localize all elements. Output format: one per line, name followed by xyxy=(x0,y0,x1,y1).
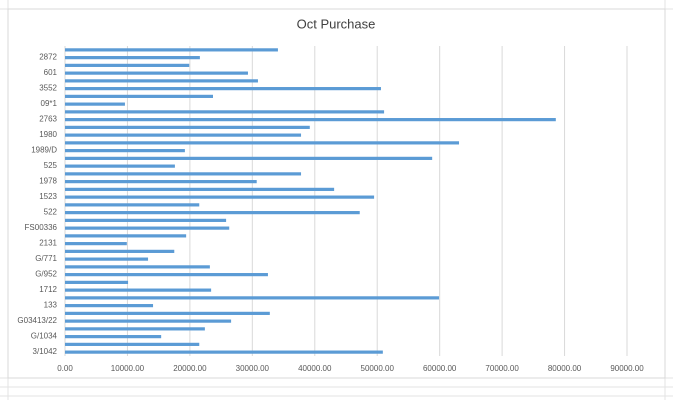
x-tick-label: 20000.00 xyxy=(173,364,207,373)
bar xyxy=(65,164,175,168)
bar xyxy=(65,335,162,339)
y-tick-label: G/1034 xyxy=(31,332,58,341)
bar xyxy=(65,187,335,191)
bar xyxy=(65,102,125,106)
bar xyxy=(65,63,190,67)
bar xyxy=(65,94,213,98)
y-tick-label: 133 xyxy=(44,301,58,310)
y-tick-label: 2131 xyxy=(39,239,57,248)
bar xyxy=(65,265,210,269)
y-tick-label: G/771 xyxy=(35,254,57,263)
bar xyxy=(65,234,187,238)
bar xyxy=(65,211,360,215)
x-tick-label: 0.00 xyxy=(57,364,73,373)
bar xyxy=(65,288,212,292)
bar xyxy=(65,319,232,323)
bar xyxy=(65,56,200,60)
x-tick-label: 90000.00 xyxy=(610,364,644,373)
x-tick-label: 30000.00 xyxy=(236,364,270,373)
bar xyxy=(65,257,149,261)
bar xyxy=(65,296,440,300)
y-tick-label: 1980 xyxy=(39,130,57,139)
y-tick-label: FS00336 xyxy=(25,223,58,232)
bar xyxy=(65,156,433,160)
x-tick-label: 50000.00 xyxy=(361,364,395,373)
bar xyxy=(65,79,258,83)
bar xyxy=(65,149,185,153)
y-tick-label: 2872 xyxy=(39,53,57,62)
x-tick-label: 10000.00 xyxy=(111,364,145,373)
y-tick-label: 1978 xyxy=(39,177,57,186)
bar xyxy=(65,110,385,114)
y-tick-label: G/952 xyxy=(35,270,57,279)
bar xyxy=(65,71,248,75)
bar xyxy=(65,218,227,222)
x-tick-label: 40000.00 xyxy=(298,364,332,373)
y-tick-label: 2763 xyxy=(39,115,57,124)
chart-title: Oct Purchase xyxy=(297,16,376,31)
bar xyxy=(65,280,129,284)
y-tick-label: 1712 xyxy=(39,285,57,294)
x-tick-label: 80000.00 xyxy=(548,364,582,373)
y-tick-label: 525 xyxy=(44,161,58,170)
bar xyxy=(65,180,257,184)
y-tick-label: 09*1 xyxy=(41,99,58,108)
bar xyxy=(65,226,230,230)
y-tick-label: 1989/D xyxy=(31,146,57,155)
chart-area xyxy=(7,8,666,379)
bar xyxy=(65,87,381,91)
bar xyxy=(65,327,205,331)
y-tick-label: 3/1042 xyxy=(33,347,58,356)
bar xyxy=(65,118,556,122)
bar xyxy=(65,141,460,145)
x-tick-label: 70000.00 xyxy=(485,364,519,373)
bar xyxy=(65,249,175,253)
bar xyxy=(65,48,278,52)
y-tick-label: 522 xyxy=(44,208,58,217)
y-tick-label: 601 xyxy=(44,68,58,77)
x-tick-label: 60000.00 xyxy=(423,364,457,373)
bar xyxy=(65,195,375,199)
y-tick-label: G03413/22 xyxy=(17,316,57,325)
bar xyxy=(65,133,302,137)
bar xyxy=(65,172,302,176)
bar xyxy=(65,203,200,207)
bar xyxy=(65,342,200,346)
bar xyxy=(65,311,270,315)
y-tick-label: 1523 xyxy=(39,192,57,201)
bar xyxy=(65,350,383,354)
bar xyxy=(65,125,310,129)
bar xyxy=(65,242,127,246)
bar xyxy=(65,273,268,277)
bar xyxy=(65,304,154,308)
y-tick-label: 3552 xyxy=(39,84,57,93)
